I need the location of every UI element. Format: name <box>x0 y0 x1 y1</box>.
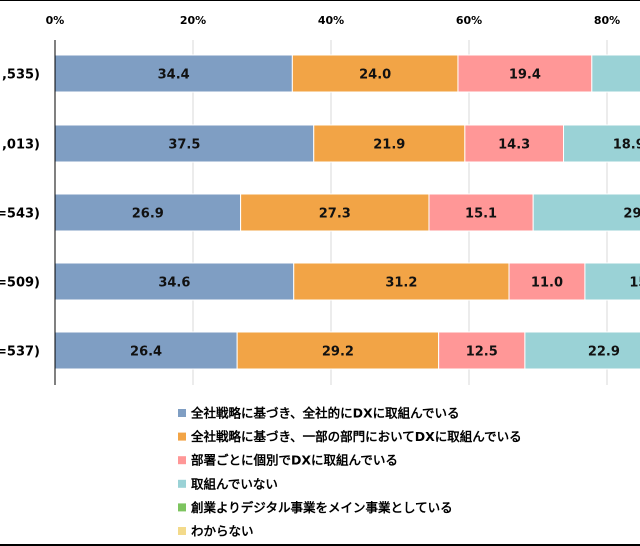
bar-segment <box>236 331 440 370</box>
data-label: 11.0 <box>531 276 563 291</box>
legend-label: 取組んでいない <box>191 476 278 491</box>
legend-swatch <box>178 527 186 535</box>
legend-label: 創業よりデジタル事業をメイン事業としている <box>190 500 453 515</box>
data-label: 26.9 <box>132 207 164 222</box>
x-tick-label: 40% <box>318 14 344 27</box>
legend-label: 全社戦略に基づき、一部の部門においてDXに取組んでいる <box>190 429 522 444</box>
data-label: 29.2 <box>322 345 354 360</box>
bar-segment <box>54 124 315 163</box>
bar-segment <box>563 124 640 163</box>
bar-segment <box>591 54 640 93</box>
x-tick-label: 80% <box>594 14 620 27</box>
category-label: =509) <box>0 276 40 291</box>
data-label: 18.9 <box>613 138 640 153</box>
bar-segment <box>313 124 466 163</box>
bar-segment <box>54 331 238 370</box>
data-label: 15 <box>629 276 640 291</box>
data-label: 34.6 <box>158 276 190 291</box>
legend-label: 部署ごとに個別でDXに取組んでいる <box>191 453 398 468</box>
data-label: 27.3 <box>319 207 351 222</box>
legend-swatch <box>178 456 186 465</box>
data-label: 19.4 <box>509 68 541 83</box>
bar-segment <box>464 124 565 163</box>
bar-segment <box>457 54 593 93</box>
data-label: 34.4 <box>158 68 190 83</box>
x-tick-label: 20% <box>180 14 206 27</box>
x-tick-label: 60% <box>456 14 482 27</box>
bar-segment <box>54 54 293 93</box>
data-label: 31.2 <box>385 276 417 291</box>
bar-segment <box>508 262 586 301</box>
data-label: 26.4 <box>130 345 162 360</box>
category-label: =543) <box>0 207 40 222</box>
bar-segment <box>293 262 510 301</box>
category-label: ,535) <box>2 68 40 83</box>
data-label: 29. <box>623 207 640 222</box>
data-label: 14.3 <box>498 138 530 153</box>
legend-swatch <box>178 432 186 441</box>
data-label: 24.0 <box>359 68 391 83</box>
data-label: 12.5 <box>466 345 498 360</box>
legend-label: わからない <box>191 524 254 539</box>
data-label: 21.9 <box>373 138 405 153</box>
legend-swatch <box>178 479 186 488</box>
legend-swatch <box>178 503 186 512</box>
data-label: 22.9 <box>588 345 620 360</box>
bar-segment <box>54 262 295 301</box>
legend-swatch <box>178 409 186 417</box>
legend-label: 全社戦略に基づき、全社的にDXに取組んでいる <box>190 406 460 421</box>
bar-segment <box>584 262 640 301</box>
data-label: 15.1 <box>465 207 497 222</box>
x-tick-label: 0% <box>46 14 65 27</box>
category-label: =537) <box>0 345 40 360</box>
bar-segment <box>240 193 430 232</box>
bar-segment <box>524 331 640 370</box>
bar-segment <box>532 193 640 232</box>
data-label: 37.5 <box>168 138 200 153</box>
category-label: ,013) <box>2 138 40 153</box>
bar-segment <box>438 331 526 370</box>
